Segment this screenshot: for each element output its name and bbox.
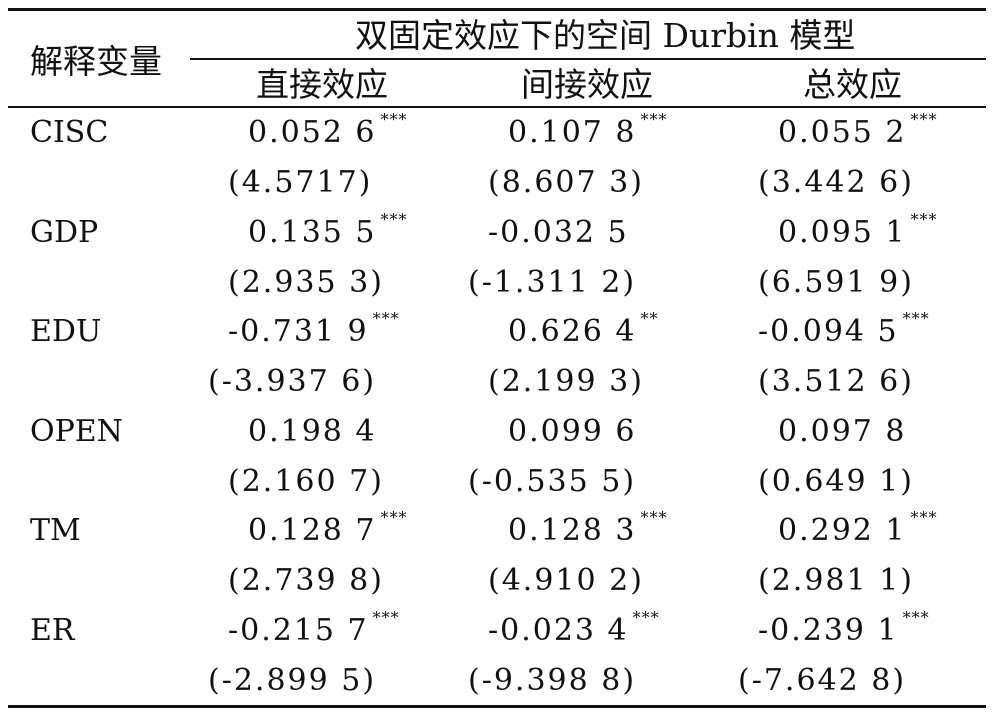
t-statistic: (3.512 6) [758,364,914,399]
coefficient-value: 0.128 3 [508,513,637,548]
t-statistic: (3.442 6) [758,165,914,200]
variable-name: EDU [30,314,102,349]
t-statistic: (-7.642 8) [738,662,907,698]
coefficient-cell: 0.107 8 *** [508,112,668,150]
coefficient-value: -0.239 1 [758,612,899,648]
significance-stars: *** [380,508,408,527]
coefficient-value: -0.215 7 [228,612,369,648]
significance-stars: ** [640,309,659,328]
coefficient-value: 0.626 4 [508,314,637,349]
coefficient-cell: 0.095 1 *** [778,211,938,250]
significance-stars: *** [910,110,938,129]
significance-stars: *** [910,508,938,527]
coefficient-value: -0.731 9 [228,314,369,349]
coefficient-cell: -0.023 4 *** [488,609,660,648]
t-statistic: (2.199 3) [488,364,644,399]
variable-name: CISC [30,115,109,150]
t-statistic: (0.649 1) [758,463,914,499]
coefficient-cell: 0.128 3 *** [508,510,668,548]
significance-stars: *** [380,209,408,229]
column-header-indirect: 间接效应 [521,65,653,104]
coefficient-cell: 0.135 5 *** [248,211,408,250]
t-statistic: (-3.937 6) [208,364,377,399]
coefficient-cell: 0.097 8 [778,413,907,449]
row-header: 解释变量 [30,42,162,81]
coefficient-cell: -0.731 9 *** [228,311,400,349]
t-statistic: (-9.398 8) [468,662,637,698]
significance-stars: *** [372,607,400,627]
significance-stars: *** [640,508,668,527]
bottom-rule [8,705,986,708]
significance-stars: *** [380,110,408,129]
column-header-direct: 直接效应 [256,65,388,104]
coefficient-cell: 0.626 4 ** [508,311,659,349]
significance-stars: *** [632,607,660,627]
significance-stars: *** [640,110,668,129]
variable-name: ER [30,612,75,648]
t-statistic: (-1.311 2) [468,264,637,300]
significance-stars: *** [902,607,930,627]
coefficient-value: 0.097 8 [778,413,907,449]
coefficient-cell: 0.052 6 *** [248,112,408,150]
coefficient-cell: 0.128 7 *** [248,510,408,548]
coefficient-value: -0.094 5 [758,314,899,349]
t-statistic: (2.981 1) [758,563,914,598]
coefficient-cell: -0.239 1 *** [758,609,930,648]
coefficient-cell: 0.292 1 *** [778,510,938,548]
coefficient-value: 0.128 7 [248,513,377,548]
group-underline [190,58,986,60]
variable-name: OPEN [30,413,123,449]
t-statistic: (2.160 7) [228,463,384,499]
coefficient-value: 0.052 6 [248,115,377,150]
t-statistic: (-0.535 5) [468,463,637,499]
column-header-total: 总效应 [803,65,902,104]
coefficient-cell: 0.198 4 [248,413,377,449]
coefficient-cell: -0.215 7 *** [228,609,400,648]
t-statistic: (2.935 3) [228,264,384,300]
coefficient-value: 0.198 4 [248,413,377,449]
coefficient-cell: 0.055 2 *** [778,112,938,150]
group-header: 双固定效应下的空间 Durbin 模型 [355,16,856,55]
top-rule [8,8,986,11]
coefficient-value: 0.292 1 [778,513,907,548]
header-rule [8,106,986,108]
t-statistic: (8.607 3) [488,165,644,200]
t-statistic: (4.910 2) [488,563,644,598]
significance-stars: *** [910,209,938,229]
coefficient-value: 0.095 1 [778,214,907,250]
t-statistic: (4.5717) [228,165,373,200]
coefficient-cell: -0.094 5 *** [758,311,930,349]
t-statistic: (6.591 9) [758,264,914,300]
variable-name: GDP [30,214,99,250]
coefficient-cell: 0.099 6 [508,413,637,449]
coefficient-value: 0.099 6 [508,413,637,449]
t-statistic: (2.739 8) [228,563,384,598]
significance-stars: *** [372,309,400,328]
coefficient-cell: -0.032 5 [488,214,629,250]
significance-stars: *** [902,309,930,328]
t-statistic: (-2.899 5) [208,662,377,698]
coefficient-value: -0.023 4 [488,612,629,648]
coefficient-value: -0.032 5 [488,214,629,250]
coefficient-value: 0.055 2 [778,115,907,150]
coefficient-value: 0.135 5 [248,214,377,250]
coefficient-value: 0.107 8 [508,115,637,150]
variable-name: TM [30,513,81,548]
